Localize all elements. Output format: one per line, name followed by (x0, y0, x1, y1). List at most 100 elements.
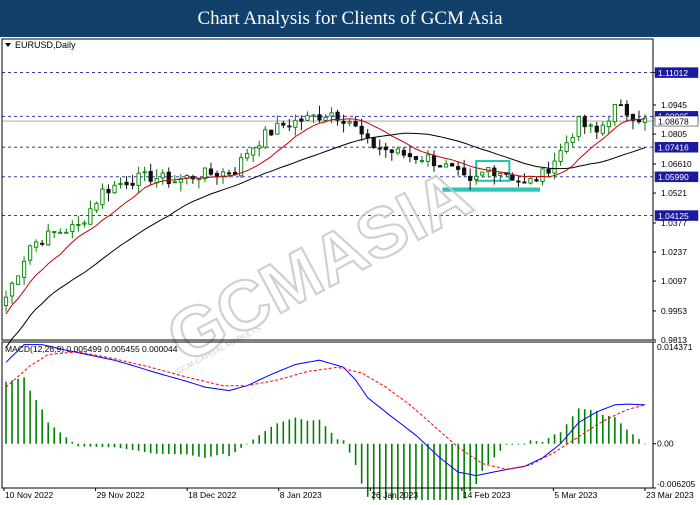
candle-body (570, 137, 575, 143)
macd-histogram-bar (270, 426, 273, 444)
macd-histogram-bar (234, 443, 236, 453)
macd-histogram-bar (318, 419, 321, 444)
macd-histogram-bar (5, 381, 7, 444)
chart-menu-arrow-icon[interactable] (5, 43, 11, 47)
macd-histogram-bar (228, 443, 230, 457)
macd-histogram-bar (204, 443, 206, 458)
macd-histogram-bar (469, 443, 471, 492)
candle-body (431, 155, 437, 167)
candle-body (612, 104, 617, 123)
x-tick-label: 18 Dec 2022 (188, 490, 236, 500)
level-label-box (654, 171, 699, 183)
macd-histogram-bar (180, 443, 182, 455)
macd-histogram-bar (155, 443, 158, 454)
candle-body (130, 182, 135, 186)
candle-body (317, 114, 322, 121)
macd-histogram-bar (264, 431, 267, 444)
candle-body (413, 156, 419, 160)
macd-histogram-bar (439, 443, 441, 505)
candle-body (76, 224, 81, 226)
macd-histogram-bar (409, 443, 411, 505)
macd-histogram-bar (216, 443, 218, 456)
x-tick-label: 8 Jan 2023 (280, 490, 322, 500)
level-label-box (654, 115, 699, 127)
candle-body (293, 119, 298, 128)
macd-histogram-bar (354, 443, 357, 465)
macd-histogram-bar (77, 443, 80, 447)
candle-body (600, 124, 605, 134)
macd-histogram-bar (638, 439, 640, 444)
y-tick-label: 0.9953 (661, 306, 687, 316)
macd-histogram-bar (125, 443, 128, 450)
macd-histogram-bar (391, 443, 393, 505)
macd-histogram-bar (463, 443, 465, 499)
macd-histogram-bar (222, 443, 224, 454)
macd-histogram-bar (342, 440, 345, 444)
candle-body (606, 120, 611, 128)
macd-histogram-bar (529, 440, 532, 444)
candle-body (630, 113, 636, 121)
candle-body (64, 231, 69, 234)
macd-histogram-bar (17, 378, 19, 444)
macd-histogram-bar (577, 408, 580, 444)
macd-histogram-bar (602, 414, 604, 444)
candle-body (329, 112, 334, 117)
x-tick-label: 23 Mar 2023 (646, 490, 694, 500)
candle-body (323, 116, 328, 121)
candle-body (395, 148, 400, 154)
macd-histogram-bar (583, 409, 586, 444)
candle-body (46, 230, 51, 246)
x-tick-label: 29 Nov 2022 (97, 490, 145, 500)
macd-histogram-bar (149, 443, 152, 454)
macd-histogram-bar (595, 411, 598, 444)
candle-body (371, 137, 376, 149)
candle-body (172, 181, 177, 184)
macd-histogram-bar (312, 420, 315, 444)
macd-histogram-bar (384, 443, 387, 505)
macd-histogram-bar (523, 443, 526, 445)
macd-histogram-bar (300, 419, 303, 444)
chart-svg: GCMASIA GCM CAPITAL MARKETS 1.11012 1.094… (1, 38, 699, 505)
candle-body (208, 168, 214, 175)
level-label: 1.08678 (658, 116, 689, 126)
candle-body (251, 147, 256, 156)
macd-histogram-bar (89, 443, 92, 447)
candle-body (142, 171, 147, 174)
y-tick-label: 1.0097 (661, 276, 687, 286)
macd-histogram-bar (553, 434, 556, 444)
candle-body (82, 222, 87, 225)
candle-body (425, 154, 431, 162)
candle-body (124, 181, 129, 186)
candle-body (226, 172, 232, 175)
macd-histogram-bar (499, 443, 502, 451)
macd-histogram-bar (198, 443, 200, 457)
y-tick-label: 1.0237 (661, 247, 687, 257)
macd-histogram-bar (427, 443, 429, 505)
macd-histogram-bar (481, 443, 484, 471)
candle-body (9, 282, 15, 297)
macd-histogram-bar (547, 438, 550, 444)
candle-body (564, 142, 569, 152)
candle-body (498, 172, 503, 176)
candle-body (534, 179, 539, 182)
candle-body (269, 129, 274, 136)
macd-histogram-bar (336, 439, 339, 444)
candle-body (34, 241, 39, 248)
macd-histogram-bar (119, 443, 122, 449)
candle-body (263, 129, 268, 148)
macd-histogram-bar (644, 443, 646, 445)
macd-histogram-bar (372, 443, 375, 500)
macd-histogram-bar (246, 443, 248, 445)
level-label-box (654, 210, 699, 221)
candle-body (383, 146, 388, 151)
candle-body (347, 121, 352, 124)
macd-histogram-bar (451, 443, 453, 505)
macd-histogram-bar (65, 437, 68, 444)
macd-histogram-bar (107, 443, 110, 448)
candle-body (624, 103, 630, 116)
candle-body (88, 208, 93, 225)
y-tick-label: 1.0521 (661, 188, 687, 198)
macd-histogram-bar (137, 443, 140, 451)
candle-body (100, 188, 105, 206)
chart-area: GCMASIA GCM CAPITAL MARKETS 1.11012 1.094… (0, 37, 700, 505)
